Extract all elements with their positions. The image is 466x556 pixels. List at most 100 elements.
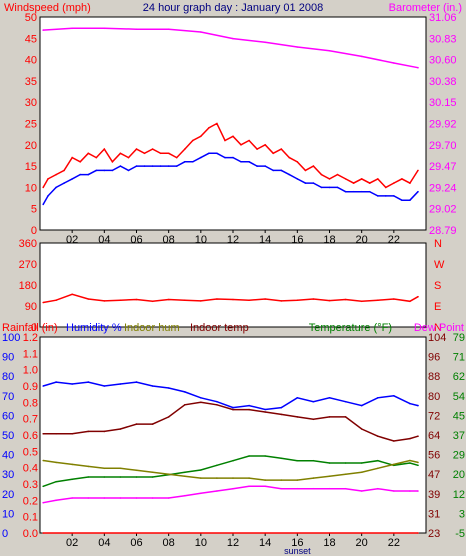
- humidity-series-line-point: [135, 381, 138, 383]
- indoor-temp-series-line-point: [103, 430, 106, 433]
- wind-average-series-line-point: [55, 186, 57, 189]
- left-y-tick-label: 96: [428, 352, 440, 364]
- indoor-temp-series-line-point: [71, 433, 73, 435]
- wind-direction-series-line-point: [216, 298, 218, 300]
- right-y-tick-label: 0.9: [23, 381, 38, 393]
- wind-speed-series-line-point: [320, 173, 323, 176]
- indoor-humidity-series-line-point: [71, 463, 73, 466]
- wind-average-series-line-point: [192, 161, 194, 163]
- left-y-tick-label: 45: [25, 33, 37, 45]
- dew-point-series-line-point: [312, 487, 315, 490]
- left-y-tick-label: 88: [428, 371, 440, 383]
- left-y-tick-label: 100: [2, 332, 20, 344]
- right-y-tick-label: 54: [453, 391, 465, 403]
- wind-speed-series-line-point: [256, 148, 258, 150]
- dew-point-legend-label: Dew Point: [414, 322, 464, 334]
- left-y-tick-label: 90: [2, 352, 14, 364]
- wind-speed-series-line-point: [312, 165, 315, 167]
- wind-average-series-line-point: [272, 169, 275, 172]
- humidity-series-line-point: [312, 400, 315, 403]
- wind-speed-series-line-point: [216, 122, 218, 125]
- left-y-tick-label: 40: [25, 55, 37, 67]
- wind-average-series-line-point: [248, 161, 250, 163]
- barometer-series-line-point: [42, 29, 44, 31]
- wind-speed-series-line-point: [103, 148, 106, 150]
- indoor-temp-series-line-point: [280, 413, 283, 416]
- left-y-tick-label: 56: [428, 450, 440, 462]
- left-legend-label: Indoor hum: [124, 322, 180, 334]
- wind-speed-series-line-point: [71, 156, 73, 159]
- indoor-humidity-series-line-point: [409, 459, 411, 462]
- temperature-series-line-point: [135, 476, 138, 478]
- temperature-series-line-point: [119, 476, 122, 478]
- x-tick-label: 06: [130, 537, 142, 549]
- right-y-tick-label: 71: [453, 352, 465, 364]
- dew-point-series-line-point: [232, 487, 234, 490]
- indoor-humidity-series-line-point: [232, 477, 234, 479]
- indoor-temp-series-line-point: [312, 418, 315, 421]
- left-y-tick-label: 270: [19, 259, 37, 271]
- right-y-tick-label: -5: [455, 528, 465, 540]
- wind-speed-series-line-point: [272, 152, 275, 155]
- indoor-temp-series-line-point: [232, 408, 234, 411]
- temperature-series-line-point: [377, 459, 379, 462]
- right-y-tick-label: 1.2: [23, 332, 38, 344]
- wind-average-series-line-point: [288, 173, 291, 176]
- temperature-legend-label: Temperature (°F): [309, 322, 392, 334]
- wind-average-series-line-point: [224, 156, 226, 159]
- wind-speed-series-line-point: [175, 156, 178, 159]
- temperature-series-line-point: [42, 485, 44, 488]
- humidity-series-line-point: [71, 383, 73, 385]
- dew-point-series-line-point: [296, 487, 299, 490]
- indoor-humidity-series-line-point: [264, 479, 267, 481]
- right-y-tick-label: 28.79: [429, 225, 457, 237]
- wind-speed-series-line-point: [304, 169, 307, 172]
- wind-direction-series-line-point: [103, 300, 106, 302]
- temperature-series-line-point: [417, 464, 419, 467]
- wind-speed-series-line-point: [184, 148, 186, 150]
- left-y-tick-label: 25: [25, 119, 37, 131]
- right-y-tick-label: 79: [453, 332, 465, 344]
- wind-speed-series-line-point: [328, 178, 331, 180]
- graph-title: 24 hour graph day : January 01 2008: [143, 2, 323, 14]
- temperature-series-line-point: [87, 476, 90, 478]
- wind-speed-series-line-point: [368, 182, 371, 184]
- left-y-tick-label: 35: [25, 76, 37, 88]
- indoor-humidity-series-line-point: [344, 473, 347, 476]
- humidity-series-line-point: [167, 387, 170, 389]
- barometer-series-line-point: [417, 66, 419, 69]
- indoor-humidity-series-line-point: [119, 467, 122, 470]
- wind-speed-series-line-point: [135, 148, 138, 150]
- wind-average-series-line-point: [417, 190, 419, 193]
- temp-plot-area: [39, 336, 427, 534]
- barometer-series-line-point: [264, 41, 267, 44]
- humidity-series-line-point: [264, 408, 267, 411]
- dew-point-series-line-point: [280, 487, 283, 490]
- temperature-series-line-point: [232, 459, 234, 462]
- humidity-series-line-point: [280, 406, 283, 409]
- right-y-tick-label: 29.02: [429, 204, 457, 216]
- wind-average-series-line-point: [79, 173, 81, 176]
- indoor-temp-series-line-point: [216, 404, 218, 406]
- indoor-temp-series-line-point: [167, 416, 170, 418]
- indoor-temp-series-line-point: [328, 416, 331, 418]
- wind-speed-series-line-point: [208, 127, 210, 129]
- wind-speed-series-line-point: [200, 135, 202, 138]
- right-y-tick-label: 20: [453, 469, 465, 481]
- left-y-tick-label: 20: [25, 140, 37, 152]
- wind-average-series-line: [42, 152, 419, 205]
- dew-point-series-line-point: [200, 492, 202, 495]
- right-y-tick-label: 29.47: [429, 161, 457, 173]
- wind-speed-series-line-point: [224, 139, 226, 142]
- right-y-tick-label: 29.70: [429, 140, 457, 152]
- wind-average-series-line-point: [42, 203, 44, 206]
- indoor-humidity-series-line-point: [151, 471, 154, 474]
- indoor-humidity-series-line-point: [360, 471, 363, 474]
- left-y-tick-label: 80: [2, 371, 14, 383]
- x-tick-label: 10: [195, 537, 207, 549]
- x-tick-label: 22: [388, 537, 400, 549]
- humidity-series-line-point: [248, 404, 250, 407]
- wind-speed-series-line-point: [296, 161, 299, 163]
- wind-direction-series-line-point: [344, 298, 347, 301]
